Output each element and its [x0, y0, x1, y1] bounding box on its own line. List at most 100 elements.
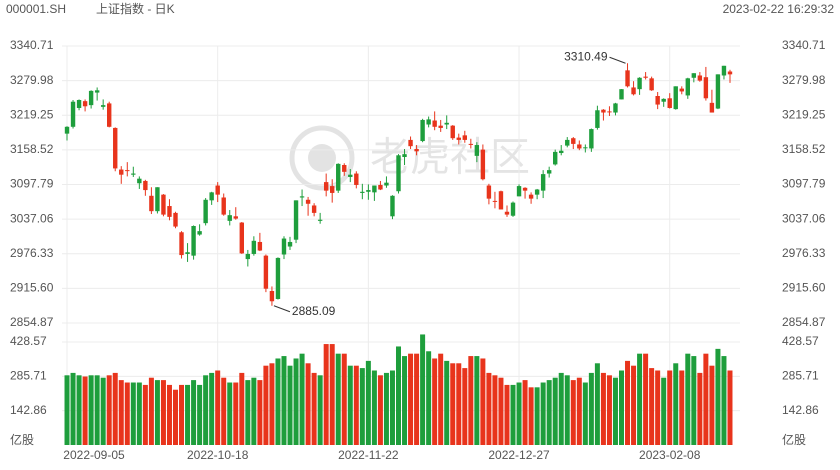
volume-bar [408, 353, 414, 445]
candle-body [703, 77, 709, 99]
volume-bar [402, 356, 408, 445]
volume-bar [510, 384, 516, 445]
candle-body [191, 226, 196, 256]
candle-body [317, 219, 323, 221]
volume-bar [233, 382, 239, 445]
volume-bar [136, 382, 142, 445]
candle-body [125, 170, 130, 172]
volume-bar [293, 358, 299, 445]
candle-body [679, 88, 684, 92]
candle-body [245, 253, 251, 260]
candle-body [456, 137, 461, 140]
volume-bar [420, 334, 426, 445]
candle-body [673, 86, 678, 110]
candle-body [420, 119, 425, 142]
candle-body [161, 194, 166, 215]
y-tick-label: 142.86 [782, 403, 819, 417]
volume-bar [124, 382, 130, 445]
volume-bar [359, 368, 365, 445]
volume-bar [203, 375, 209, 445]
volume-bar [269, 363, 275, 445]
candle-body [655, 96, 660, 105]
candle-body [396, 155, 401, 192]
y-tick-label: 3158.52 [782, 142, 826, 156]
candle-body [299, 196, 305, 198]
y-tick-label: 285.71 [10, 369, 47, 383]
candle-body [414, 149, 419, 152]
watermark: 老虎社区 [370, 136, 530, 180]
volume-bar [709, 365, 715, 445]
candle-body [323, 182, 329, 191]
candle-body [619, 89, 624, 100]
volume-bar [540, 382, 546, 445]
candle-body [263, 255, 269, 289]
candle-body [492, 200, 498, 202]
candle-body [516, 186, 522, 197]
y-tick-label: 3279.98 [782, 73, 826, 87]
volume-bar [432, 358, 438, 445]
y-tick-label: 2976.33 [782, 246, 826, 260]
candle-body [336, 163, 341, 191]
candle-body [607, 111, 612, 113]
volume-bar [251, 377, 257, 445]
volume-bar [281, 356, 287, 445]
candle-body [691, 73, 697, 78]
candle-body [215, 185, 220, 195]
candle-body [553, 151, 558, 165]
volume-bar [685, 353, 691, 445]
volume-bar [727, 370, 733, 445]
volume-bar [582, 382, 588, 445]
candle-body [577, 144, 582, 149]
volume-bar [564, 375, 570, 445]
candle-body [571, 138, 576, 144]
candle-body [76, 99, 82, 108]
candle-body [697, 75, 703, 81]
candle-body [330, 186, 335, 193]
volume-bar [396, 346, 401, 445]
volume-bar [426, 351, 432, 445]
candle-body [372, 185, 377, 193]
volume-bar [118, 380, 124, 445]
candle-body [233, 216, 238, 219]
candle-body [510, 202, 516, 216]
volume-bar [353, 365, 359, 445]
watermark-logo [289, 125, 355, 191]
volume-bar [70, 372, 76, 445]
candle-body [209, 192, 214, 201]
candle-body [221, 197, 226, 215]
candle-body [390, 195, 395, 217]
volume-bar [221, 377, 227, 445]
candle-body [498, 191, 504, 210]
volume-bar [667, 370, 673, 445]
y-tick-label: 2915.60 [782, 281, 826, 295]
candle-body [173, 212, 178, 227]
candle-body [287, 241, 293, 247]
volume-bar [600, 372, 606, 445]
volume-bar [625, 360, 631, 445]
candle-body [426, 119, 431, 125]
volume-bar [112, 372, 118, 445]
candle-body [595, 110, 600, 128]
x-tick-label: 2022-09-05 [63, 448, 125, 462]
candle-body [408, 139, 413, 147]
y-tick-label: 3037.06 [782, 211, 826, 225]
volume-bar [703, 353, 709, 445]
candle-body [342, 164, 347, 172]
volume-bar [456, 363, 462, 445]
candle-body [384, 182, 389, 186]
volume-bar [558, 372, 564, 445]
volume-bar [661, 377, 667, 445]
candle-body [185, 252, 190, 254]
index-name: 上证指数 - 日K [96, 1, 175, 16]
volume-bar [468, 356, 474, 445]
candle-body [113, 127, 118, 169]
volume-bar [462, 368, 468, 445]
candle-body [131, 173, 136, 175]
volume-bar [148, 377, 154, 445]
volume-bar [347, 365, 353, 445]
volume-bar [317, 375, 323, 445]
y-tick-label: 3219.25 [10, 107, 54, 121]
volume-bar [516, 382, 522, 445]
volume-bar [389, 370, 395, 445]
candle-body [167, 206, 172, 217]
